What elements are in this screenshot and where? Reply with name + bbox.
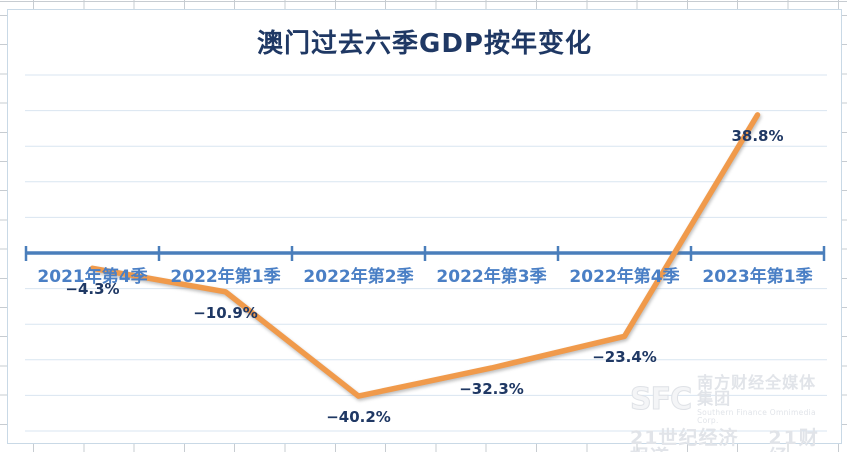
data-label-2021-q4: −4.3% xyxy=(65,280,120,299)
x-axis-label-2022-q3: 2022年第3季 xyxy=(436,267,547,287)
x-axis-label-2022-q2: 2022年第2季 xyxy=(303,267,414,287)
sfc-logo: SFC xyxy=(629,381,692,417)
data-label-2022-q2: −40.2% xyxy=(326,408,391,427)
watermark-org-cn: 南方财经全媒体集团 xyxy=(697,373,817,408)
sfc-watermark: SFC 南方财经全媒体集团 Southern Finance Omnimedia… xyxy=(629,375,830,452)
gdp-yoy-line-series xyxy=(89,112,761,399)
x-axis-label-2022-q4: 2022年第4季 xyxy=(569,267,680,287)
chart-title: 澳门过去六季GDP按年变化 xyxy=(257,29,592,59)
x-axis-label-2022-q1: 2022年第1季 xyxy=(170,267,281,287)
x-axis-label-2023-q1: 2023年第1季 xyxy=(702,267,813,287)
watermark-row-1: SFC 南方财经全媒体集团 Southern Finance Omnimedia… xyxy=(629,375,830,424)
data-label-2023-q1: 38.8% xyxy=(731,126,784,145)
data-label-2022-q3: −32.3% xyxy=(459,379,524,398)
watermark-brand2-cn: 21财经 xyxy=(768,427,820,452)
data-label-2022-q1: −10.9% xyxy=(193,303,258,322)
chart-frame: 澳门过去六季GDP按年变化 xyxy=(7,9,842,444)
data-label-2022-q4: −23.4% xyxy=(592,348,657,367)
x-axis-label-2021-q4: 2021年第4季 xyxy=(37,267,148,287)
watermark-row-2: 21世纪经济报道 21财经 xyxy=(630,429,830,452)
watermark-org: 南方财经全媒体集团 Southern Finance Omnimedia Cor… xyxy=(697,375,830,424)
watermark-brand1-cn: 21世纪经济报道 xyxy=(630,427,739,452)
watermark-org-en: Southern Finance Omnimedia Corp. xyxy=(697,408,816,425)
